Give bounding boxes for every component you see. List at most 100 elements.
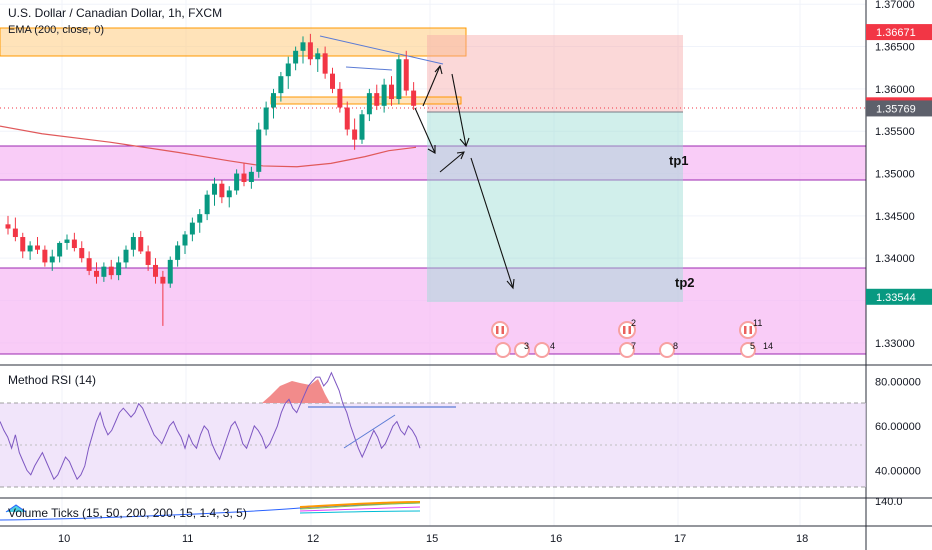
candle-body <box>86 258 92 271</box>
candle-body <box>293 50 299 64</box>
ema-200-line <box>0 125 417 168</box>
candle-body <box>79 248 85 259</box>
candle-body <box>182 234 188 246</box>
time-tick-label: 17 <box>674 533 686 545</box>
price-badge-label: 1.35769 <box>876 103 916 115</box>
candle-body <box>35 245 40 250</box>
rsi-tick-label: 60.00000 <box>875 421 921 433</box>
candle-body <box>123 249 129 263</box>
svg-text:8: 8 <box>673 341 678 351</box>
rsi-tick-label: 40.00000 <box>875 465 921 477</box>
candle-body <box>145 251 151 265</box>
volume-legend[interactable]: Volume Ticks (15, 50, 200, 200, 15, 1.4,… <box>8 506 247 520</box>
svg-text:2: 2 <box>631 318 636 328</box>
candle-body <box>160 276 166 284</box>
price-tick-label: 1.34000 <box>875 253 915 265</box>
candle-body <box>212 183 217 195</box>
take-profit-area[interactable] <box>427 112 683 302</box>
candle-body <box>5 224 11 229</box>
price-badge <box>866 288 932 305</box>
economic-events[interactable]: 3 4 2 7 8 11 5 14 <box>491 318 773 358</box>
volume-axis-tick: 140.0 <box>875 496 903 508</box>
candle-body <box>337 88 343 108</box>
ema-legend[interactable]: EMA (200, close, 0) <box>8 24 104 36</box>
candle-body <box>101 266 107 277</box>
candle-body <box>271 93 276 108</box>
candle-body <box>359 114 365 140</box>
tp2-zone[interactable] <box>0 268 866 354</box>
candle-body <box>241 173 247 182</box>
price-badge <box>866 100 932 117</box>
candle-body <box>330 73 335 89</box>
candle-body <box>278 76 284 94</box>
candle-body <box>307 42 313 60</box>
candle-body <box>130 237 136 250</box>
candle-body <box>94 270 99 277</box>
candle-body <box>57 242 63 257</box>
tp2-label: tp2 <box>675 275 695 290</box>
ema-line <box>0 125 417 168</box>
candle-body <box>175 245 181 260</box>
rsi-line <box>0 371 421 481</box>
candle-body <box>64 239 70 243</box>
candle-body <box>300 42 306 51</box>
candle-body <box>248 171 254 182</box>
candle-body <box>396 59 402 100</box>
price-badge <box>866 24 932 41</box>
svg-text:7: 7 <box>631 341 636 351</box>
rsi-axis[interactable]: 80.00000 60.00000 40.00000 <box>875 377 921 478</box>
candle-body <box>263 107 269 130</box>
rsi-tick-label: 80.00000 <box>875 377 921 389</box>
rsi-overbought-fill <box>262 379 330 403</box>
svg-text:11: 11 <box>753 318 762 328</box>
candle-body <box>226 190 232 198</box>
candle-body <box>204 194 210 215</box>
candle-body <box>366 93 372 115</box>
price-tick-label: 1.35000 <box>875 169 915 181</box>
candle-body <box>374 93 380 106</box>
candle-body <box>285 63 291 77</box>
price-tick-label: 1.34500 <box>875 211 915 223</box>
time-tick-label: 11 <box>182 533 193 545</box>
candle-body <box>167 259 173 284</box>
tp1-label: tp1 <box>669 153 689 168</box>
stop-loss-area[interactable] <box>427 35 683 112</box>
symbol-title[interactable]: U.S. Dollar / Canadian Dollar, 1h, FXCM <box>8 6 222 20</box>
resistance-trendline[interactable] <box>319 35 444 65</box>
candle-body <box>42 249 48 263</box>
lower-high-trendline[interactable] <box>345 66 393 71</box>
candle-body <box>389 84 394 100</box>
candle-body <box>49 256 55 263</box>
event-cad-16[interactable]: 2 7 8 <box>618 318 678 358</box>
price-tick-label: 1.36000 <box>875 84 915 96</box>
candle-body <box>344 107 350 130</box>
candle-body <box>234 173 240 191</box>
entry-zone[interactable] <box>270 96 462 105</box>
rsi-trendline[interactable] <box>343 414 396 449</box>
candle-body <box>27 245 33 252</box>
svg-text:3: 3 <box>524 341 529 351</box>
svg-text:5: 5 <box>750 341 755 351</box>
candle-body <box>116 262 122 276</box>
candle-body <box>411 90 417 106</box>
candle-body <box>12 228 18 238</box>
price-tick-label: 1.37000 <box>875 0 915 11</box>
event-cad-15[interactable]: 3 4 <box>491 321 555 358</box>
candle-body <box>315 53 321 60</box>
event-cad-17[interactable]: 11 5 14 <box>739 318 773 358</box>
rsi-legend[interactable]: Method RSI (14) <box>8 373 96 387</box>
time-tick-label: 18 <box>796 533 808 545</box>
candle-body <box>322 53 328 74</box>
svg-text:4: 4 <box>550 341 555 351</box>
price-tick-label: 1.35500 <box>875 126 915 138</box>
svg-text:14: 14 <box>763 341 773 351</box>
candle-body <box>138 237 144 252</box>
candle-body <box>189 222 195 235</box>
projected-path-arrows[interactable] <box>414 64 515 290</box>
candle-body <box>352 129 358 140</box>
candle-body <box>71 239 77 249</box>
time-axis[interactable]: 10 11 12 15 16 17 18 <box>58 533 808 545</box>
time-tick-label: 10 <box>58 533 70 545</box>
rsi-series <box>0 371 421 481</box>
